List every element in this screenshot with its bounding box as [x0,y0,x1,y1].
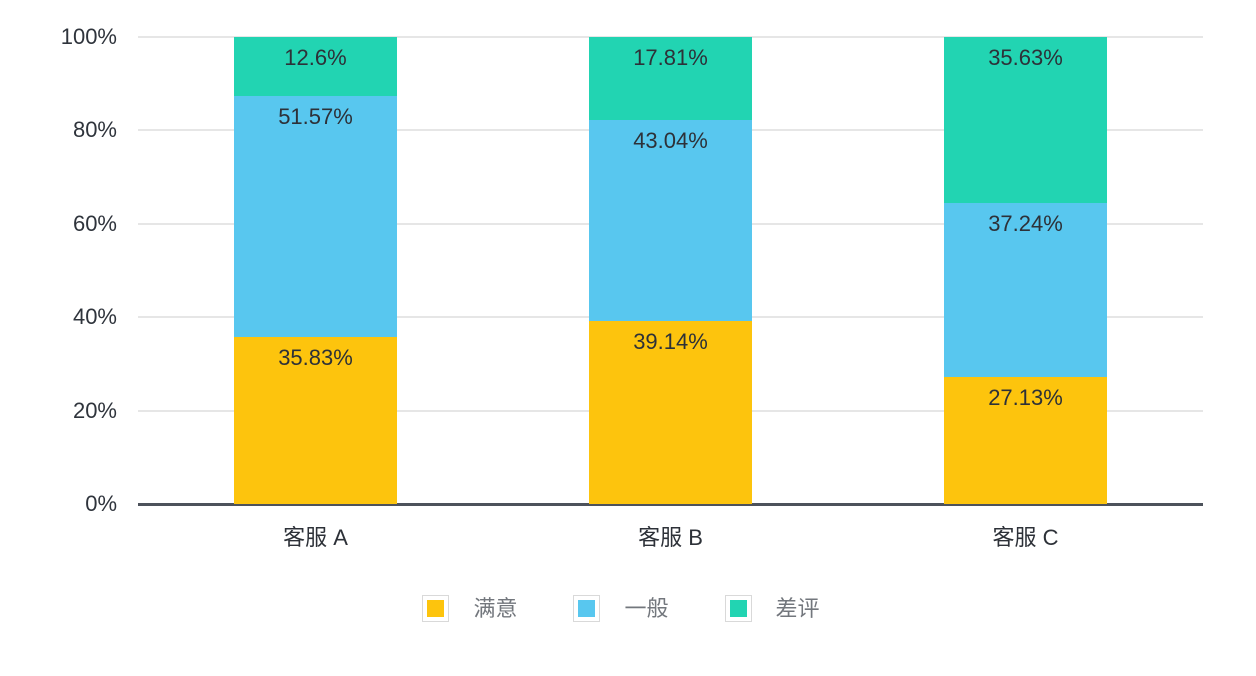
segment-neutral[interactable]: 51.57% [234,95,397,337]
legend-swatch-satisfied [422,595,450,622]
x-axis-category-label: 客服 A [283,525,348,550]
legend-item-neutral[interactable]: 一般 [573,595,669,622]
satisfied-color-swatch-icon [427,600,445,617]
legend-item-satisfied[interactable]: 满意 [422,595,517,622]
y-axis-tick-label: 40% [72,304,117,330]
segment-negative[interactable]: 17.81% [589,37,752,121]
segment-value-label: 35.83% [278,344,353,370]
segment-negative[interactable]: 35.63% [944,37,1107,204]
legend-item-negative[interactable]: 差评 [724,595,820,622]
segment-satisfied[interactable]: 27.13% [944,377,1107,504]
neutral-color-swatch-icon [578,600,596,617]
bar-group: 35.83% 51.57% 12.6% [234,37,397,504]
legend-label: 差评 [775,595,820,621]
y-axis-tick-label: 100% [60,24,117,49]
segment-value-label: 27.13% [988,385,1063,411]
x-axis-category-label: 客服 C [992,525,1059,550]
legend: 满意 一般 差评 [0,595,1242,622]
segment-satisfied[interactable]: 39.14% [589,321,752,504]
bar-group: 39.14% 43.04% 17.81% [589,37,752,504]
y-axis-tick-label: 60% [72,210,117,236]
segment-satisfied[interactable]: 35.83% [234,336,397,504]
legend-swatch-negative [724,595,752,622]
segment-value-label: 35.63% [988,45,1063,70]
segment-neutral[interactable]: 43.04% [589,120,752,322]
legend-swatch-neutral [573,595,601,622]
y-axis-tick-label: 0% [85,491,117,516]
segment-value-label: 12.6% [284,45,347,70]
segment-value-label: 43.04% [633,128,708,154]
legend-label: 一般 [624,595,669,621]
segment-negative[interactable]: 12.6% [234,37,397,96]
segment-neutral[interactable]: 37.24% [944,203,1107,378]
legend-label: 满意 [473,595,518,621]
gridline-100pct [138,36,1203,38]
x-axis-category-label: 客服 B [638,525,703,550]
x-axis-line [138,503,1203,506]
segment-value-label: 39.14% [633,329,708,355]
y-axis-tick-label: 80% [72,117,117,143]
segment-value-label: 37.24% [988,211,1063,237]
bar-group: 27.13% 37.24% 35.63% [944,37,1107,504]
negative-color-swatch-icon [729,600,747,617]
y-axis-tick-label: 20% [72,397,117,423]
segment-value-label: 51.57% [278,103,353,129]
segment-value-label: 17.81% [633,45,708,71]
